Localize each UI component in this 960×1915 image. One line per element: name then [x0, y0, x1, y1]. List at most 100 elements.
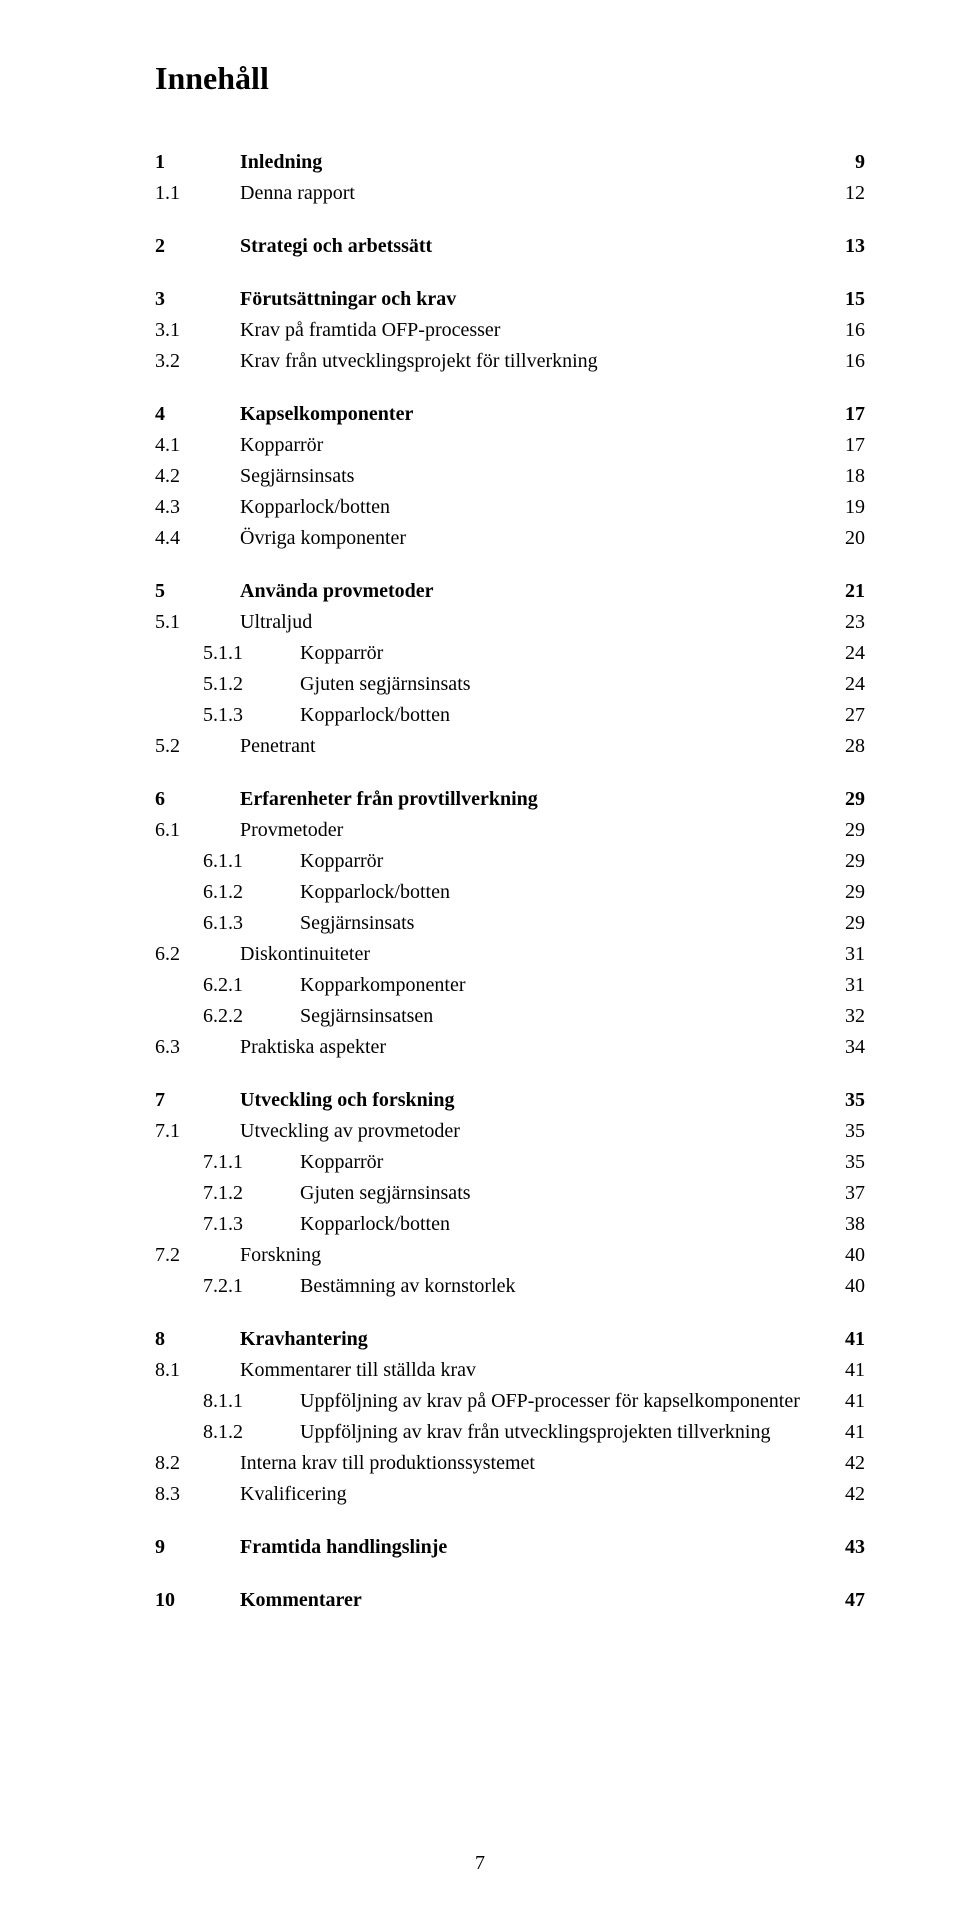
toc-entry-number: 1	[155, 147, 240, 178]
toc-entry-title: Forskning	[240, 1240, 825, 1271]
toc-entry-number: 5.1.2	[155, 669, 288, 700]
toc-entry-title: Kravhantering	[240, 1324, 825, 1355]
toc-entry-page: 43	[825, 1532, 865, 1563]
toc-row: 5.2Penetrant28	[155, 731, 865, 762]
toc-entry-number: 7.1	[155, 1116, 240, 1147]
toc-entry-title: Kopparlock/botten	[288, 700, 825, 731]
toc-row: 3.2Krav från utvecklingsprojekt för till…	[155, 346, 865, 377]
section-gap	[155, 1063, 865, 1085]
toc-entry-title: Kopparlock/botten	[288, 877, 825, 908]
toc-entry-number: 5.2	[155, 731, 240, 762]
toc-entry-page: 41	[825, 1386, 865, 1417]
toc-entry-number: 3.1	[155, 315, 240, 346]
toc-row: 5Använda provmetoder21	[155, 576, 865, 607]
toc-row: 7.1Utveckling av provmetoder35	[155, 1116, 865, 1147]
toc-row: 5.1.2Gjuten segjärnsinsats24	[155, 669, 865, 700]
toc-row: 7.2Forskning40	[155, 1240, 865, 1271]
toc-entry-title: Segjärnsinsats	[240, 461, 825, 492]
toc-row: 7.1.2Gjuten segjärnsinsats37	[155, 1178, 865, 1209]
toc-entry-title: Kopparrör	[288, 1147, 825, 1178]
toc-entry-title: Utveckling och forskning	[240, 1085, 825, 1116]
toc-entry-page: 42	[825, 1479, 865, 1510]
toc-row: 6Erfarenheter från provtillverkning29	[155, 784, 865, 815]
toc-entry-number: 4.3	[155, 492, 240, 523]
toc-row: 6.2Diskontinuiteter31	[155, 939, 865, 970]
toc-entry-number: 9	[155, 1532, 240, 1563]
toc-row: 7.1.1Kopparrör35	[155, 1147, 865, 1178]
toc-entry-title: Kopparlock/botten	[240, 492, 825, 523]
toc-entry-number: 8	[155, 1324, 240, 1355]
toc-row: 8.1.2Uppföljning av krav från utveckling…	[155, 1417, 865, 1448]
toc-entry-page: 29	[825, 908, 865, 939]
toc-row: 8Kravhantering41	[155, 1324, 865, 1355]
toc-entry-number: 5.1	[155, 607, 240, 638]
toc-entry-number: 8.1	[155, 1355, 240, 1386]
toc-row: 8.3Kvalificering42	[155, 1479, 865, 1510]
toc-row: 6.2.1Kopparkomponenter31	[155, 970, 865, 1001]
table-of-contents: 1Inledning91.1Denna rapport122Strategi o…	[155, 147, 865, 1638]
toc-entry-page: 29	[825, 846, 865, 877]
toc-entry-number: 5.1.1	[155, 638, 288, 669]
document-title: Innehåll	[155, 60, 865, 97]
toc-entry-title: Kopparlock/botten	[288, 1209, 825, 1240]
toc-entry-title: Framtida handlingslinje	[240, 1532, 825, 1563]
toc-entry-title: Förutsättningar och krav	[240, 284, 825, 315]
toc-row: 2Strategi och arbetssätt13	[155, 231, 865, 262]
page-number: 7	[0, 1852, 960, 1875]
toc-entry-page: 16	[825, 315, 865, 346]
toc-entry-number: 7	[155, 1085, 240, 1116]
toc-entry-page: 34	[825, 1032, 865, 1063]
toc-entry-number: 6.1.1	[155, 846, 288, 877]
toc-entry-page: 35	[825, 1116, 865, 1147]
toc-row: 8.2Interna krav till produktionssystemet…	[155, 1448, 865, 1479]
toc-entry-number: 7.2	[155, 1240, 240, 1271]
toc-entry-page: 35	[825, 1085, 865, 1116]
toc-entry-title: Kopparrör	[288, 638, 825, 669]
toc-entry-title: Gjuten segjärnsinsats	[288, 1178, 825, 1209]
toc-entry-page: 38	[825, 1209, 865, 1240]
toc-entry-page: 20	[825, 523, 865, 554]
toc-entry-title: Ultraljud	[240, 607, 825, 638]
toc-row: 8.1.1Uppföljning av krav på OFP-processe…	[155, 1386, 865, 1417]
toc-entry-page: 16	[825, 346, 865, 377]
toc-entry-title: Kommentarer	[240, 1585, 825, 1616]
toc-entry-title: Övriga komponenter	[240, 523, 825, 554]
toc-entry-number: 4	[155, 399, 240, 430]
toc-entry-title: Interna krav till produktionssystemet	[240, 1448, 825, 1479]
toc-entry-title: Krav från utvecklingsprojekt för tillver…	[240, 346, 825, 377]
toc-entry-number: 7.1.1	[155, 1147, 288, 1178]
toc-entry-number: 6.1.2	[155, 877, 288, 908]
toc-entry-number: 5	[155, 576, 240, 607]
section-gap	[155, 1510, 865, 1532]
toc-row: 5.1.3Kopparlock/botten27	[155, 700, 865, 731]
toc-row: 9Framtida handlingslinje43	[155, 1532, 865, 1563]
toc-entry-page: 42	[825, 1448, 865, 1479]
toc-entry-page: 32	[825, 1001, 865, 1032]
section-gap	[155, 1302, 865, 1324]
toc-entry-title: Segjärnsinsats	[288, 908, 825, 939]
toc-entry-page: 29	[825, 815, 865, 846]
toc-entry-number: 6.2.2	[155, 1001, 288, 1032]
toc-entry-page: 21	[825, 576, 865, 607]
toc-entry-title: Använda provmetoder	[240, 576, 825, 607]
toc-entry-page: 19	[825, 492, 865, 523]
toc-entry-number: 8.1.1	[155, 1386, 288, 1417]
toc-entry-number: 3.2	[155, 346, 240, 377]
toc-entry-page: 40	[825, 1240, 865, 1271]
toc-entry-title: Strategi och arbetssätt	[240, 231, 825, 262]
document-page: Innehåll 1Inledning91.1Denna rapport122S…	[0, 0, 960, 1915]
toc-entry-title: Denna rapport	[240, 178, 825, 209]
toc-entry-title: Kopparkomponenter	[288, 970, 825, 1001]
toc-entry-page: 31	[825, 939, 865, 970]
toc-entry-number: 7.1.3	[155, 1209, 288, 1240]
toc-row: 8.1Kommentarer till ställda krav41	[155, 1355, 865, 1386]
toc-entry-page: 41	[825, 1417, 865, 1448]
toc-row: 6.2.2Segjärnsinsatsen32	[155, 1001, 865, 1032]
section-gap	[155, 1616, 865, 1638]
toc-entry-title: Penetrant	[240, 731, 825, 762]
toc-entry-title: Uppföljning av krav från utvecklingsproj…	[288, 1417, 825, 1448]
toc-row: 4.2Segjärnsinsats18	[155, 461, 865, 492]
toc-entry-title: Segjärnsinsatsen	[288, 1001, 825, 1032]
toc-entry-title: Provmetoder	[240, 815, 825, 846]
toc-row: 4Kapselkomponenter17	[155, 399, 865, 430]
